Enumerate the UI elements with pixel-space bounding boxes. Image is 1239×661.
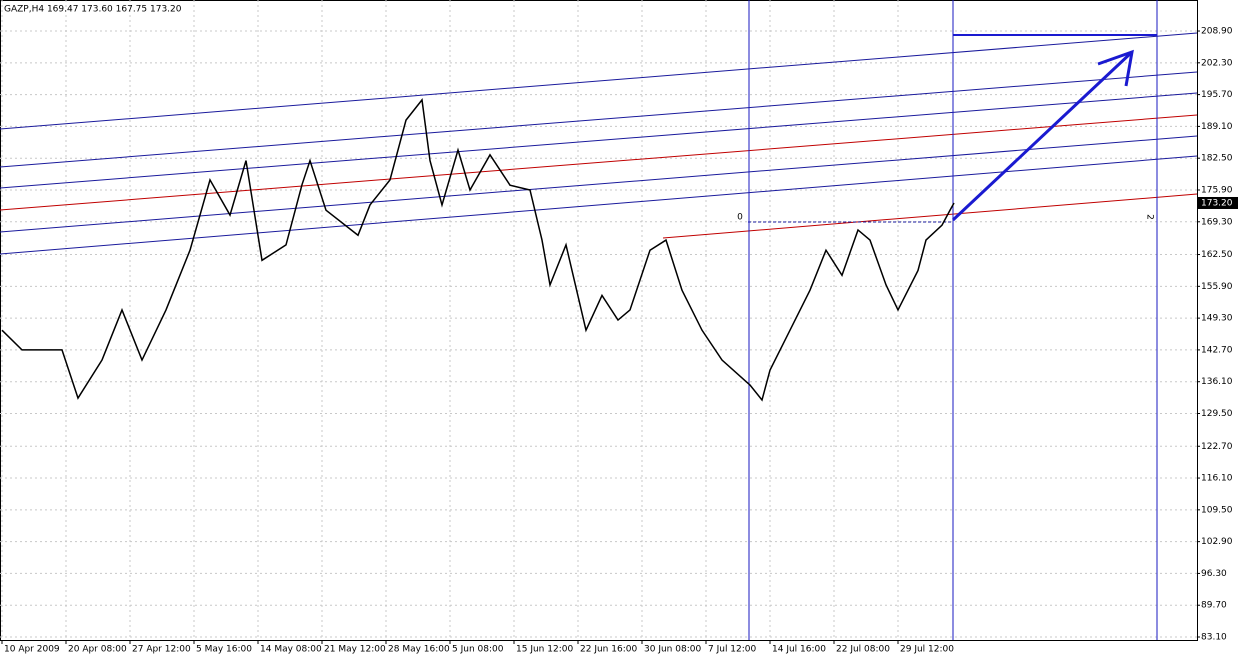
current-price-box (1198, 196, 1238, 209)
y-tick-label: 202.30 (1201, 58, 1233, 68)
y-tick-label: 122.70 (1201, 442, 1233, 452)
x-tick-label: 27 Apr 12:00 (132, 645, 191, 655)
plot-frame (0, 0, 1198, 641)
x-tick-label: 5 Jun 08:00 (452, 645, 504, 655)
y-tick-label: 175.90 (1201, 185, 1233, 195)
y-tick-label: 155.90 (1201, 282, 1233, 292)
chart-title: GAZP,H4 169.47 173.60 167.75 173.20 (4, 5, 182, 15)
x-tick-label: 29 Jul 12:00 (900, 645, 954, 655)
price-line (1, 98, 955, 402)
y-tick-label: 116.10 (1201, 474, 1233, 484)
y-tick-label: 195.70 (1201, 90, 1233, 100)
y-tick-label: 109.50 (1201, 505, 1233, 515)
x-tick-label: 5 May 16:00 (196, 645, 252, 655)
y-tick-label: 129.50 (1201, 409, 1233, 419)
y-tick-label: 89.70 (1201, 601, 1227, 611)
y-tick-label: 149.30 (1201, 314, 1233, 324)
y-tick-label: 189.10 (1201, 122, 1233, 132)
x-tick-label: 22 Jul 08:00 (836, 645, 890, 655)
x-tick-label: 30 Jun 08:00 (644, 645, 701, 655)
x-tick-label: 14 May 08:00 (260, 645, 322, 655)
x-tick-label: 22 Jun 16:00 (580, 645, 637, 655)
current-price-label: 173.20 (1201, 198, 1233, 208)
grid (0, 0, 1197, 640)
y-tick-label: 169.30 (1201, 217, 1233, 227)
x-tick-label: 20 Apr 08:00 (68, 645, 127, 655)
x-tick-label: 21 May 12:00 (324, 645, 386, 655)
marker-label: 2 (1145, 214, 1155, 220)
y-tick-label: 136.10 (1201, 377, 1233, 387)
marker-label: 0 (737, 213, 743, 223)
y-tick-label: 83.10 (1201, 633, 1227, 643)
x-tick-label: 15 Jun 12:00 (516, 645, 573, 655)
y-tick-label: 96.30 (1201, 569, 1227, 579)
y-tick-label: 182.50 (1201, 154, 1233, 164)
x-tick-label: 7 Jul 12:00 (708, 645, 757, 655)
y-tick-label: 208.90 (1201, 27, 1233, 37)
channel-lines (0, 0, 1198, 640)
x-tick-label: 10 Apr 2009 (4, 645, 60, 655)
y-tick-label: 162.50 (1201, 250, 1233, 260)
x-tick-label: 28 May 16:00 (388, 645, 450, 655)
y-tick-label: 102.90 (1201, 537, 1233, 547)
x-tick-label: 14 Jul 16:00 (772, 645, 826, 655)
y-tick-label: 142.70 (1201, 345, 1233, 355)
